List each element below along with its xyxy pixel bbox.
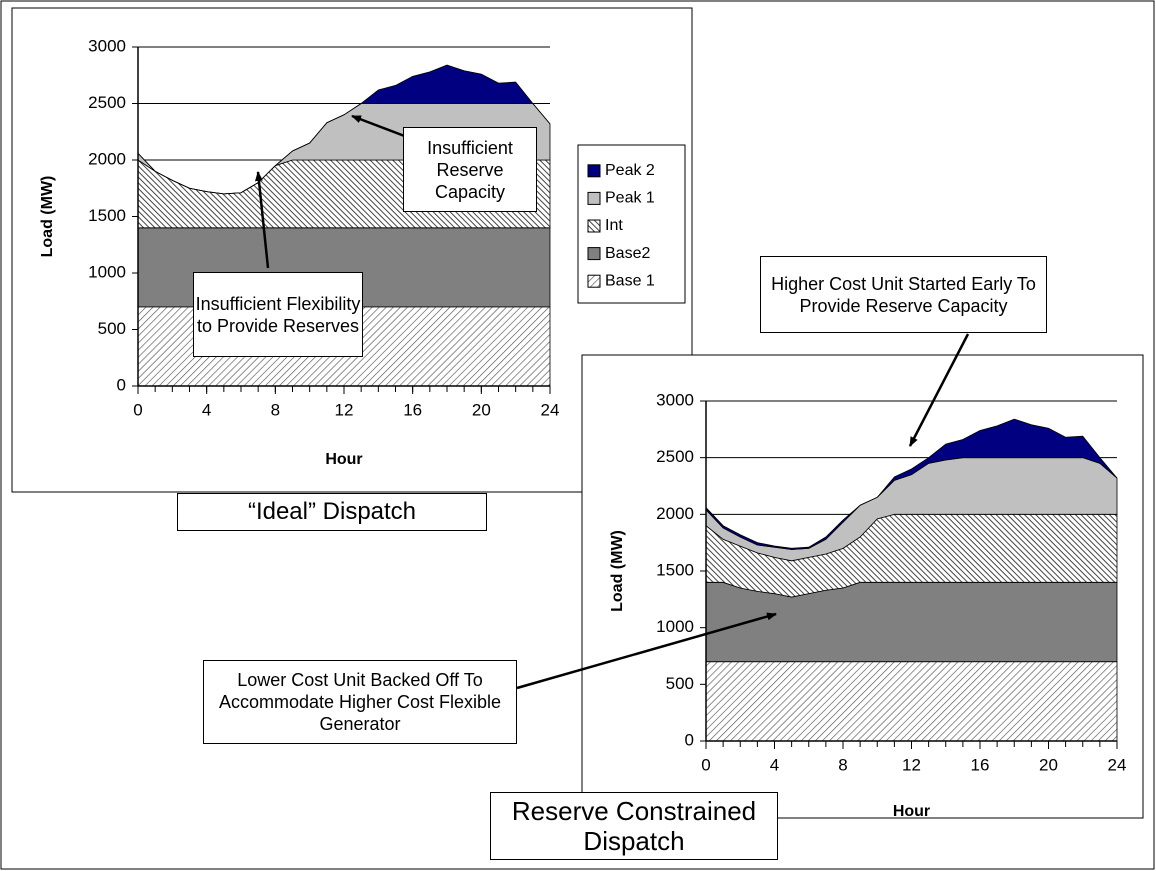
legend-swatch	[587, 191, 601, 205]
x-tick-label: 12	[335, 400, 354, 419]
area	[705, 581, 1118, 663]
x-tick-label: 24	[1108, 755, 1127, 774]
x-axis-title: Hour	[893, 803, 930, 820]
y-tick-label: 0	[685, 730, 694, 749]
legend-swatch	[587, 274, 601, 288]
x-tick-label: 0	[133, 400, 142, 419]
y-tick-label: 0	[117, 375, 126, 394]
y-tick-label: 1000	[88, 262, 126, 281]
legend-label: Base 1	[605, 272, 655, 289]
area	[137, 64, 551, 195]
x-tick-label: 16	[403, 400, 422, 419]
legend-label: Base2	[605, 245, 650, 262]
y-tick-label: 1500	[656, 560, 694, 579]
y-tick-label: 500	[666, 674, 694, 693]
caption: “Ideal” Dispatch	[177, 493, 487, 531]
caption: Reserve Constrained Dispatch	[490, 792, 778, 860]
y-tick-label: 2500	[88, 93, 126, 112]
annotation: Lower Cost Unit Backed Off To Accommodat…	[203, 660, 517, 744]
y-tick-label: 3000	[88, 36, 126, 55]
legend-swatch	[587, 164, 601, 178]
area	[705, 661, 1118, 742]
y-tick-label: 2000	[88, 149, 126, 168]
y-tick-label: 3000	[656, 390, 694, 409]
y-tick-label: 2000	[656, 504, 694, 523]
legend-label: Peak 1	[605, 190, 655, 207]
arrow	[908, 333, 970, 447]
arrow	[516, 612, 777, 690]
annotation: Higher Cost Unit Started Early To Provid…	[760, 256, 1047, 333]
arrow	[254, 171, 270, 269]
y-tick-label: 1500	[88, 206, 126, 225]
legend-swatch	[587, 219, 601, 233]
y-axis-title: Load (MW)	[609, 530, 626, 612]
x-tick-label: 16	[971, 755, 990, 774]
legend-swatch	[587, 247, 601, 261]
x-tick-label: 0	[701, 755, 710, 774]
annotation: Insufficient Flexibility to Provide Rese…	[193, 272, 363, 357]
x-tick-label: 20	[1039, 755, 1058, 774]
x-tick-label: 8	[838, 755, 847, 774]
x-tick-label: 8	[271, 400, 280, 419]
area	[705, 418, 1118, 550]
x-tick-label: 4	[770, 755, 779, 774]
annotation: Insufficient Reserve Capacity	[403, 127, 537, 212]
legend-label: Peak 2	[605, 162, 655, 179]
y-tick-label: 2500	[656, 447, 694, 466]
x-axis-title: Hour	[325, 451, 362, 468]
x-tick-label: 4	[202, 400, 211, 419]
x-tick-label: 24	[541, 400, 560, 419]
x-tick-label: 12	[902, 755, 921, 774]
y-axis-title: Load (MW)	[39, 176, 56, 258]
x-tick-label: 20	[472, 400, 491, 419]
y-tick-label: 1000	[656, 617, 694, 636]
legend-label: Int	[605, 217, 623, 234]
y-tick-label: 500	[98, 319, 126, 338]
